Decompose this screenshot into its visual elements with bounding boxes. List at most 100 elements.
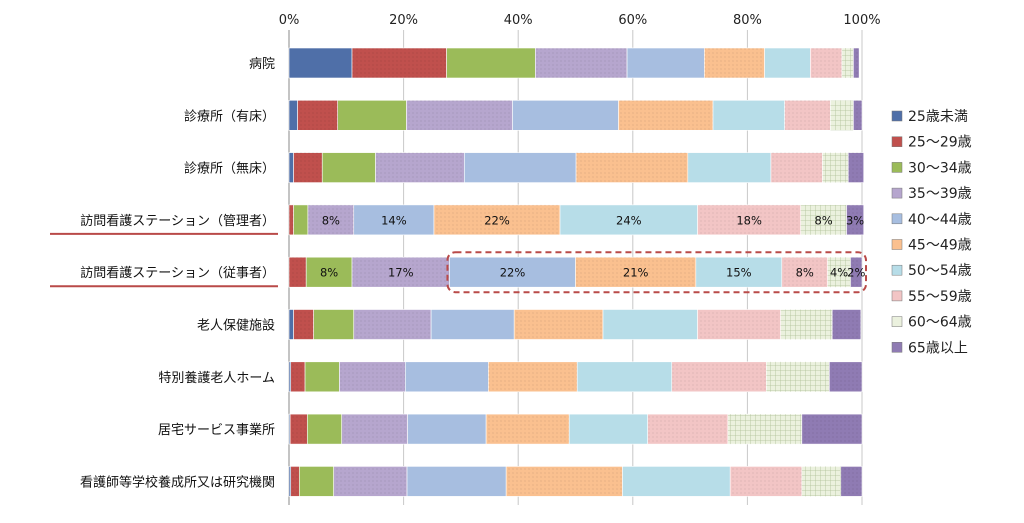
bar-segment bbox=[407, 413, 487, 445]
bar-segment bbox=[446, 47, 536, 79]
bar-segment bbox=[405, 361, 489, 393]
bar-segment bbox=[764, 47, 811, 79]
bar-segment-texture bbox=[704, 48, 765, 78]
legend-swatch bbox=[891, 213, 903, 225]
bar-segment bbox=[622, 466, 731, 497]
category-label: 訪問看護ステーション（従事者） bbox=[80, 265, 275, 281]
bar-segment-texture bbox=[846, 204, 864, 235]
legend-label: 35～39歳 bbox=[908, 186, 972, 202]
bar-segment bbox=[626, 47, 705, 79]
bar-segment-texture bbox=[727, 414, 802, 445]
bar-segment-texture bbox=[830, 100, 854, 131]
bar-segment-texture bbox=[832, 309, 861, 340]
bar-segment-texture bbox=[671, 361, 767, 392]
category-label: 特別養護老人ホーム bbox=[158, 370, 275, 386]
bar-segment-texture bbox=[801, 414, 862, 445]
bar-segment-texture bbox=[780, 309, 833, 340]
category-label: 居宅サービス事業所 bbox=[158, 422, 275, 438]
bar-segment-texture bbox=[341, 414, 408, 445]
highlight-box bbox=[446, 251, 867, 294]
legend-label: 60～64歳 bbox=[908, 315, 972, 331]
bar-segment-texture bbox=[433, 204, 561, 235]
bar-segment-texture bbox=[297, 100, 338, 131]
category-label: 病院 bbox=[249, 57, 275, 72]
category-label: 訪問看護ステーション（管理者） bbox=[80, 213, 275, 229]
legend-label: 45～49歳 bbox=[908, 238, 972, 254]
legend-swatch bbox=[891, 342, 903, 353]
bar-segment-texture bbox=[827, 257, 851, 288]
bar-segment-texture bbox=[781, 257, 828, 288]
data-label: 18% bbox=[736, 213, 762, 227]
legend-swatch bbox=[891, 316, 903, 327]
bar-segment-texture bbox=[352, 257, 450, 288]
legend-swatch bbox=[891, 136, 903, 147]
bar-segment-texture bbox=[822, 152, 849, 183]
bar-segment bbox=[464, 152, 577, 183]
bar-segment bbox=[430, 309, 515, 340]
legend-label: 25歳未満 bbox=[908, 109, 968, 125]
category-label: 老人保健施設 bbox=[197, 318, 275, 334]
x-tick-label: 60% bbox=[618, 13, 647, 28]
x-tick-label: 0% bbox=[279, 13, 300, 28]
data-label: 15% bbox=[726, 266, 752, 280]
legend-swatch bbox=[891, 187, 903, 199]
bar-segment bbox=[305, 256, 353, 288]
bar-segment-texture bbox=[841, 48, 854, 78]
bar-segment-texture bbox=[352, 48, 447, 78]
bar-segment bbox=[307, 413, 343, 445]
bar-segment bbox=[293, 204, 309, 236]
data-label: 8% bbox=[320, 266, 338, 280]
legend-label: 55～59歳 bbox=[908, 289, 972, 305]
legend-swatch bbox=[891, 162, 903, 173]
data-label: 14% bbox=[381, 213, 407, 227]
bar-segment-texture bbox=[307, 204, 354, 235]
bar-segment-texture bbox=[770, 152, 823, 183]
bar-segment-texture bbox=[697, 204, 801, 235]
bar-segment-texture bbox=[829, 361, 862, 392]
bar-segment-texture bbox=[290, 414, 308, 445]
legend-label: 40～44歳 bbox=[908, 212, 972, 228]
bar-segment bbox=[304, 361, 340, 393]
bar-segment bbox=[288, 152, 294, 183]
data-label: 24% bbox=[616, 213, 642, 227]
data-label: 8% bbox=[814, 213, 832, 227]
legend-swatch bbox=[891, 264, 903, 276]
data-label: 4% bbox=[830, 266, 848, 280]
bar-segment bbox=[288, 47, 353, 79]
bar-segment-texture bbox=[406, 100, 513, 131]
legend-label: 25～29歳 bbox=[908, 135, 972, 151]
bar-segment-texture bbox=[576, 152, 688, 183]
bar-segment bbox=[576, 361, 673, 393]
bar-segment bbox=[313, 309, 355, 340]
bar-segment-texture bbox=[730, 466, 802, 497]
data-label: 8% bbox=[322, 213, 340, 227]
bar-segment-texture bbox=[290, 466, 300, 497]
data-label: 21% bbox=[623, 266, 649, 280]
bar-segment-texture bbox=[353, 309, 432, 340]
x-tick-label: 100% bbox=[843, 13, 880, 28]
bar-segment bbox=[321, 152, 376, 183]
bar-segment-texture bbox=[784, 100, 831, 131]
bar-segment bbox=[568, 413, 648, 445]
bar-segment-texture bbox=[840, 466, 862, 497]
legend-swatch bbox=[891, 239, 903, 250]
bar-segment bbox=[687, 152, 772, 183]
bar-segment-texture bbox=[488, 361, 578, 392]
bar-segment bbox=[337, 100, 407, 131]
bar-segment-texture bbox=[293, 152, 323, 183]
bar-segment-texture bbox=[293, 309, 314, 340]
bar-segment bbox=[299, 466, 334, 497]
x-tick-label: 40% bbox=[504, 13, 533, 28]
legend-label: 65歳以上 bbox=[908, 340, 968, 356]
x-tick-label: 80% bbox=[733, 13, 762, 28]
data-label: 22% bbox=[484, 213, 510, 227]
x-tick-label: 20% bbox=[389, 13, 418, 28]
bar-segment-texture bbox=[290, 361, 306, 392]
bar-segment bbox=[406, 466, 507, 497]
bar-segment-texture bbox=[506, 466, 623, 497]
bar-segment-texture bbox=[800, 204, 847, 235]
bar-segment-texture bbox=[514, 309, 604, 340]
bar-segment-texture bbox=[339, 361, 406, 392]
